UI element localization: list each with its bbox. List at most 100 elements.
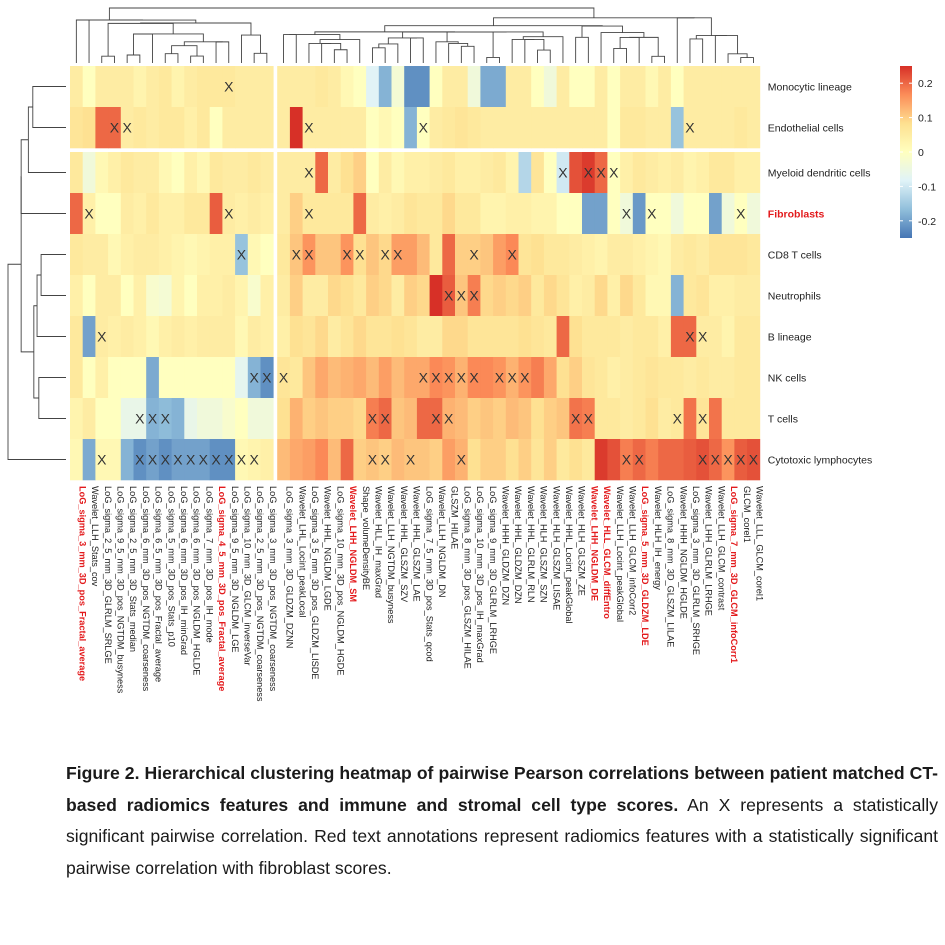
heatmap-cell [620,439,634,481]
heatmap-cell [620,398,634,440]
heatmap-cell [709,193,723,235]
significance-marker: X [584,165,594,181]
heatmap-cell [670,234,684,276]
heatmap-cell [70,439,84,481]
heatmap-cell [260,398,274,440]
heatmap-cell [277,316,291,358]
heatmap-cell [247,398,261,440]
heatmap-cell [709,152,723,194]
heatmap-cell [505,193,519,235]
heatmap-cell [531,439,545,481]
heatmap-cell [455,275,469,317]
heatmap-cell [670,107,684,149]
heatmap-cell [505,439,519,481]
heatmap-cell [632,234,646,276]
column-label: LoG_sigma_10_mm_3D_GLCM_inverseVar [242,486,252,666]
column-label: LoG_sigma_7_5_mm_3D_pos_Stats_qcod [424,486,434,662]
heatmap-cell [696,193,710,235]
heatmap-cell [658,107,672,149]
significance-marker: X [161,411,171,427]
significance-marker: X [609,165,619,181]
dendrogram-branch [283,34,297,63]
column-label: LoG_sigma_6_mm_3D_pos_NGTDM_coarseness [141,486,151,692]
heatmap-cell [120,316,134,358]
row-labels: Monocytic lineage Endothelial cells Myeloi… [768,82,872,467]
heatmap-cell [582,66,596,108]
column-label: LoG_sigma_5_mm_3D_pos_Stats_p10 [166,486,176,647]
significance-marker: X [685,120,695,136]
heatmap-cell [645,357,659,399]
heatmap-cell [531,234,545,276]
heatmap-cell [289,193,303,235]
heatmap-cell [120,193,134,235]
heatmap-cell [531,66,545,108]
column-label: LoG_sigma_9_5_mm_3D_NGLDM_LGE [230,486,240,652]
heatmap-cell [734,357,748,399]
significance-marker: X [292,247,302,263]
heatmap-cell [594,152,608,194]
row-label: Myeloid dendritic cells [768,168,871,180]
heatmap-cell [518,316,532,358]
heatmap-cell [277,152,291,194]
heatmap-cell [429,152,443,194]
heatmap-cell [493,152,507,194]
dendrogram-branch [537,49,551,63]
heatmap-cell [391,316,405,358]
heatmap-cell [260,107,274,149]
heatmap-cell [302,193,316,235]
heatmap-cell [607,316,621,358]
heatmap-cell [543,398,557,440]
heatmap-cell [133,193,147,235]
column-label: Wavelet_HHL_GLSZM_LAE [412,486,422,602]
column-label: Wavelet_LHH_NGLDM_SM [348,486,358,602]
heatmap-cell [416,107,430,149]
heatmap-cell [416,66,430,108]
heatmap-cell [505,357,519,399]
heatmap-cell [184,152,198,194]
heatmap-cell [158,275,172,317]
heatmap-cell [709,66,723,108]
heatmap-cell [683,66,697,108]
heatmap-cell [721,66,735,108]
significance-marker: X [457,288,467,304]
heatmap-cell [171,316,185,358]
heatmap-cell [108,357,122,399]
heatmap-cell [315,152,329,194]
heatmap-cell [709,439,723,481]
dendrogram-branch [676,17,712,63]
column-label: LoG_sigma_4_5_mm_3D_pos_Fractal_average [217,486,227,691]
dendrogram-branch [460,45,475,63]
heatmap-cell [670,316,684,358]
heatmap-cell [632,152,646,194]
legend-tick-label: -0.1 [918,181,936,193]
heatmap-cell [467,234,481,276]
heatmap-cell [467,439,481,481]
dendrogram-branch [241,34,261,63]
heatmap-cell [158,107,172,149]
heatmap-cell [455,107,469,149]
heatmap-cell [442,275,456,317]
heatmap-cell [518,357,532,399]
heatmap-cell [518,275,532,317]
heatmap-cell [133,398,147,440]
heatmap-cell [353,234,367,276]
heatmap-cell [315,193,329,235]
dendrogram-branch [107,22,174,57]
heatmap-cell [302,439,316,481]
heatmap-cell [480,193,494,235]
heatmap-cell [315,66,329,108]
heatmap-cell [734,152,748,194]
dendrogram-branch [689,38,704,63]
significance-marker: X [596,165,606,181]
heatmap-cell [70,398,84,440]
heatmap-cell [235,398,249,440]
heatmap-cell [289,152,303,194]
significance-marker: X [224,206,234,222]
heatmap-cell [133,357,147,399]
dendrogram-branch [727,53,748,63]
heatmap-cell [683,107,697,149]
heatmap-cell [582,316,596,358]
significance-marker: X [380,411,390,427]
heatmap-cell [455,234,469,276]
heatmap-cell [594,107,608,149]
